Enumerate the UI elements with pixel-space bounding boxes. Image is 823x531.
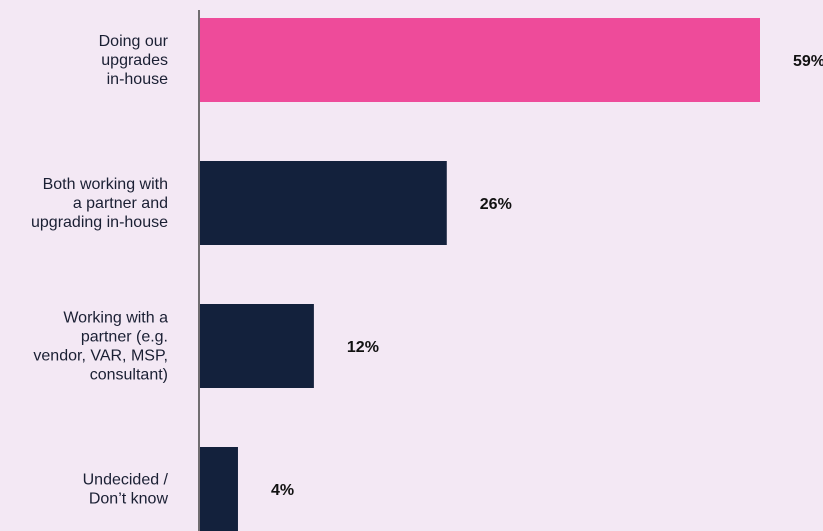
bar-0 bbox=[200, 18, 760, 102]
category-label-line: a partner and bbox=[73, 195, 168, 212]
category-label-2: Working with a partner (e.g. vendor, VAR, … bbox=[33, 310, 168, 384]
category-label-line: vendor, VAR, MSP, bbox=[33, 348, 168, 365]
category-label-1: Both working with a partner and upgrading … bbox=[31, 176, 168, 231]
category-label-0: Doing our upgrades in-house bbox=[99, 33, 169, 88]
category-label-line: Undecided / bbox=[83, 472, 169, 489]
category-label-line: partner (e.g. bbox=[81, 329, 168, 346]
bars-layer bbox=[200, 18, 760, 531]
category-label-line: Doing our bbox=[99, 33, 169, 50]
bar-3 bbox=[200, 447, 238, 531]
bar-1 bbox=[200, 161, 447, 245]
category-label-line: upgrading in-house bbox=[31, 214, 168, 231]
category-label-line: Both working with bbox=[43, 176, 168, 193]
category-label-line: Working with a bbox=[63, 310, 168, 327]
value-label-0: 59% bbox=[793, 53, 823, 70]
category-label-line: Don’t know bbox=[89, 491, 169, 508]
category-label-3: Undecided / Don’t know bbox=[83, 472, 169, 508]
value-label-1: 26% bbox=[480, 196, 512, 213]
value-label-2: 12% bbox=[347, 339, 379, 356]
category-label-line: upgrades bbox=[101, 52, 168, 69]
category-label-line: consultant) bbox=[90, 367, 168, 384]
category-label-line: in-house bbox=[107, 71, 168, 88]
bar-2 bbox=[200, 304, 314, 388]
value-label-3: 4% bbox=[271, 482, 294, 499]
labels-layer: 59% Doing our upgrades in-house 26% Both work… bbox=[31, 33, 823, 508]
